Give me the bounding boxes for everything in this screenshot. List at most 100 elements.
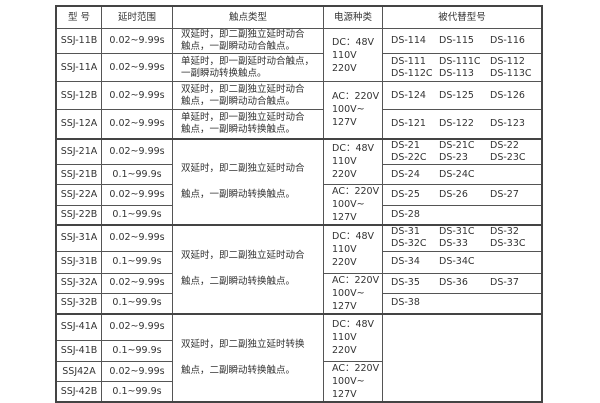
model-cell: SSJ-41A: [55, 313, 102, 341]
replaced-models-line: DS-31 DS-31C DS-32: [391, 226, 541, 238]
model-cell: SSJ-22B: [55, 204, 102, 226]
header-row: 型 号 延时范围 触点类型 电源种类 被代替型号: [55, 5, 543, 29]
replaced-model: DS-124: [391, 89, 426, 101]
table-row: SSJ-41A 0.02~9.99s 双延时，即二副独立延时转换 触点，二副瞬动转换触…: [55, 313, 543, 403]
delay-range-cell: 0.02~9.99s: [101, 28, 173, 54]
header-contact-type: 触点类型: [172, 5, 324, 29]
power-line: 127V: [332, 212, 357, 223]
replaced-models-cell: DS-28: [382, 204, 543, 226]
replaced-model: DS-112: [490, 55, 525, 67]
replaced-models-line: DS-34 DS-34C: [391, 256, 541, 268]
replaced-models-line: DS-25 DS-26 DS-27: [391, 189, 541, 201]
power-line: 220V: [332, 62, 357, 74]
delay-range-cell: 0.1~99.9s: [101, 250, 173, 274]
power-type-cell: AC：220V 100V~ 127V: [323, 272, 383, 314]
replaced-model: DS-34: [391, 256, 420, 267]
delay-range-cell: 0.1~99.9s: [101, 204, 173, 226]
contact-type-cell: 双延时，即二副独立延时转换 触点，二副瞬动转换触点。: [172, 313, 324, 403]
replaced-model: DS-36: [439, 277, 468, 289]
replaced-models-line: DS-21 DS-21C DS-22: [391, 140, 541, 152]
replaced-models-cell: DS-38: [382, 292, 543, 315]
replaced-model: DS-113: [439, 67, 474, 79]
replaced-models-line: DS-112C DS-113 DS-113C: [391, 68, 541, 80]
replaced-model: DS-24: [391, 168, 420, 180]
power-line: 100V~: [332, 376, 365, 387]
table-row: SSJ-12B 0.02~9.99s 双延时，即二副独立延时动合 触点，一副瞬动动合触…: [55, 81, 543, 139]
model-cell: SSJ-11A: [55, 53, 102, 82]
replaced-models-line: DS-124 DS-125 DS-126: [391, 90, 541, 102]
table-row: SSJ-11A 0.02~9.99s 单延时，即一副延时动合触点， 一副瞬动转换触点。…: [55, 53, 543, 82]
model-cell: SSJ-22A: [55, 184, 102, 206]
delay-range-cell: 0.02~9.99s: [101, 53, 173, 82]
model-cell: SSJ-31B: [55, 250, 102, 274]
power-type-cell: AC：220V 100V~ 127V: [323, 361, 383, 403]
contact-line: 双延时，即二副独立延时动合: [181, 250, 305, 262]
power-type-cell: AC：220V 100V~ 127V: [323, 184, 383, 226]
replaced-model: DS-24C: [439, 168, 475, 180]
replaced-model: DS-23C: [490, 151, 526, 163]
model-cell: SSJ42A: [55, 360, 102, 383]
header-power-type: 电源种类: [323, 5, 383, 29]
contact-line: 触点，一副瞬动转换触点。: [181, 188, 296, 200]
replaced-models-cell: DS-34 DS-34C: [382, 250, 543, 274]
power-type-cell: AC：220V 100V~ 127V: [323, 81, 383, 139]
replaced-models-cell: DS-121 DS-122 DS-123: [382, 109, 543, 139]
contact-type-cell: 单延时，即一副独立延时动合 触点，一副瞬动转换触点。: [172, 109, 324, 139]
contact-type-cell: 双延时，即二副独立延时动合 触点，二副瞬动转换触点。: [172, 224, 324, 314]
replaced-model: [439, 297, 490, 309]
table-row: SSJ-11B 0.02~9.99s 双延时，即二副独立延时动合 触点，一副瞬动动合触…: [55, 28, 543, 82]
replaced-model: DS-32C: [391, 238, 427, 250]
delay-range-cell: 0.1~99.9s: [101, 340, 173, 362]
replaced-model: DS-113C: [490, 67, 532, 79]
model-cell: SSJ-21A: [55, 138, 102, 165]
replaced-model: DS-111C: [439, 55, 481, 67]
power-line: DC：48V: [332, 36, 375, 48]
delay-range-cell: 0.1~99.9s: [101, 292, 173, 315]
replaced-model: [490, 169, 538, 181]
power-line: 110V: [332, 156, 357, 168]
contact-type-cell: 双延时，即二副独立延时动合 触点，一副瞬动转换触点。: [172, 138, 324, 226]
replaced-model: DS-126: [490, 89, 525, 101]
power-line: 127V: [332, 389, 357, 400]
contact-line: 触点，一副瞬动动合触点。: [181, 95, 296, 107]
replaced-model: DS-122: [439, 117, 474, 129]
replaced-model: DS-35: [391, 277, 420, 289]
replaced-model: DS-22C: [391, 151, 427, 163]
power-line: 100V~: [332, 287, 365, 299]
contact-line: 双延时，即二副独立延时动合: [181, 29, 305, 40]
replaced-models-cell: DS-35 DS-36 DS-37: [382, 272, 543, 294]
delay-range-cell: 0.02~9.99s: [101, 81, 173, 110]
table-row: SSJ-31A 0.02~9.99s 双延时，即二副独立延时动合 触点，二副瞬动转换触…: [55, 224, 543, 314]
replaced-model: DS-38: [391, 297, 420, 309]
replaced-model: DS-123: [490, 117, 525, 129]
contact-line: 触点，一副瞬动动合触点。: [181, 41, 296, 52]
replaced-model: DS-25: [391, 188, 420, 200]
replaced-model: DS-21: [391, 139, 420, 151]
power-line: 127V: [332, 117, 357, 129]
replaced-models-line: DS-38: [391, 297, 541, 309]
replaced-model: DS-34C: [439, 256, 475, 267]
delay-range-cell: 0.1~99.9s: [101, 164, 173, 185]
contact-line: 触点，一副瞬动转换触点。: [181, 123, 296, 135]
replaced-model: [490, 297, 538, 309]
power-type-cell: DC：48V 110V 220V: [323, 313, 383, 362]
replaced-models-line: DS-28: [391, 209, 541, 221]
delay-range-cell: 0.02~9.99s: [101, 313, 173, 341]
replaced-model: DS-114: [391, 35, 426, 46]
power-line: DC：48V: [332, 143, 375, 155]
contact-line: 触点，二副瞬动转换触点。: [181, 364, 296, 376]
power-type-cell: DC：48V 110V 220V: [323, 224, 383, 274]
replaced-models-line: DS-35 DS-36 DS-37: [391, 277, 541, 289]
power-type-cell: DC：48V 110V 220V: [323, 28, 383, 82]
power-line: AC：220V: [332, 91, 380, 103]
contact-line: 单延时，即一副独立延时动合: [181, 111, 305, 123]
replaced-models-line: DS-114 DS-115 DS-116: [391, 35, 541, 47]
power-line: AC：220V: [332, 274, 380, 286]
relay-replacement-table: 型 号 延时范围 触点类型 电源种类 被代替型号 SSJ-11B 0.02~9.9…: [55, 5, 543, 403]
power-line: 220V: [332, 169, 357, 181]
model-cell: SSJ-12B: [55, 81, 102, 110]
replaced-model: DS-33: [439, 238, 468, 250]
replaced-model: DS-23: [439, 151, 468, 163]
power-line: AC：220V: [332, 363, 380, 374]
replaced-model: DS-121: [391, 117, 426, 129]
